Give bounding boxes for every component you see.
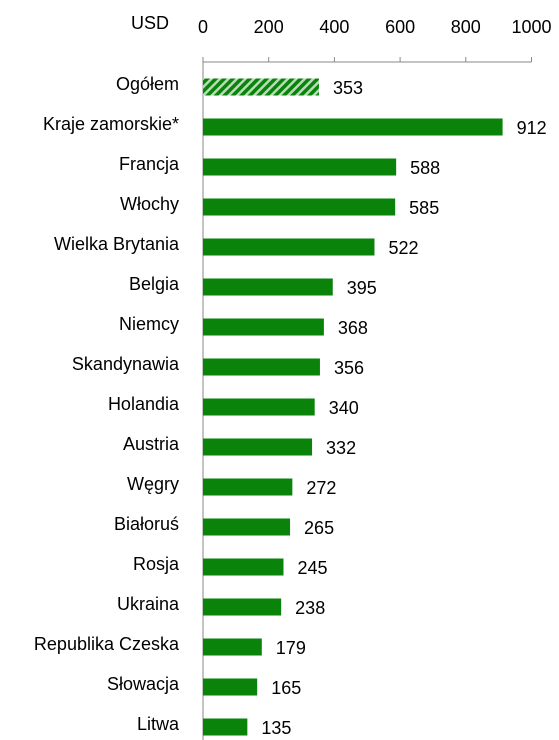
y-tick-label: Belgia [129, 274, 180, 294]
y-tick-label: Francja [119, 154, 180, 174]
data-label: 179 [276, 638, 306, 658]
bar [203, 78, 319, 96]
bar [203, 398, 315, 416]
data-label: 272 [306, 478, 336, 498]
bar [203, 638, 262, 656]
data-label: 340 [329, 398, 359, 418]
y-tick-label: Wielka Brytania [54, 234, 180, 254]
x-tick-label: 600 [385, 17, 415, 37]
x-tick-label: 800 [451, 17, 481, 37]
data-label: 356 [334, 358, 364, 378]
data-label: 353 [333, 78, 363, 98]
data-label: 585 [409, 198, 439, 218]
bar [203, 678, 258, 696]
data-label: 522 [388, 238, 418, 258]
y-tick-label: Ukraina [117, 594, 180, 614]
y-tick-label: Austria [123, 434, 180, 454]
x-tick-label: 400 [319, 17, 349, 37]
x-tick-label: 0 [198, 17, 208, 37]
y-tick-label: Słowacja [107, 674, 180, 694]
data-label: 395 [347, 278, 377, 298]
bar [203, 478, 293, 496]
data-label: 135 [261, 718, 291, 738]
y-tick-label: Republika Czeska [34, 634, 180, 654]
data-label: 368 [338, 318, 368, 338]
bar [203, 358, 320, 376]
x-tick-label: 200 [254, 17, 284, 37]
y-tick-label: Rosja [133, 554, 180, 574]
bar [203, 238, 375, 256]
data-label: 165 [271, 678, 301, 698]
y-tick-label: Węgry [127, 474, 179, 494]
data-label: 332 [326, 438, 356, 458]
y-tick-label: Ogółem [116, 74, 179, 94]
y-tick-label: Holandia [108, 394, 180, 414]
y-tick-label: Białoruś [114, 514, 179, 534]
bar [203, 278, 333, 296]
bar [203, 318, 324, 336]
bar [203, 198, 396, 216]
bar [203, 718, 248, 736]
data-label: 245 [297, 558, 327, 578]
y-tick-label: Skandynawia [72, 354, 180, 374]
bar [203, 598, 282, 616]
bar [203, 118, 503, 136]
bar [203, 558, 284, 576]
axis-label: USD [131, 13, 169, 33]
data-label: 912 [517, 118, 547, 138]
y-tick-label: Włochy [120, 194, 179, 214]
bar [203, 158, 397, 176]
bar [203, 518, 291, 536]
y-tick-label: Niemcy [119, 314, 179, 334]
data-label: 238 [295, 598, 325, 618]
data-label: 588 [410, 158, 440, 178]
y-tick-label: Litwa [137, 714, 180, 734]
data-label: 265 [304, 518, 334, 538]
x-tick-label: 1000 [511, 17, 551, 37]
y-tick-label: Kraje zamorskie* [43, 114, 179, 134]
bar [203, 438, 313, 456]
